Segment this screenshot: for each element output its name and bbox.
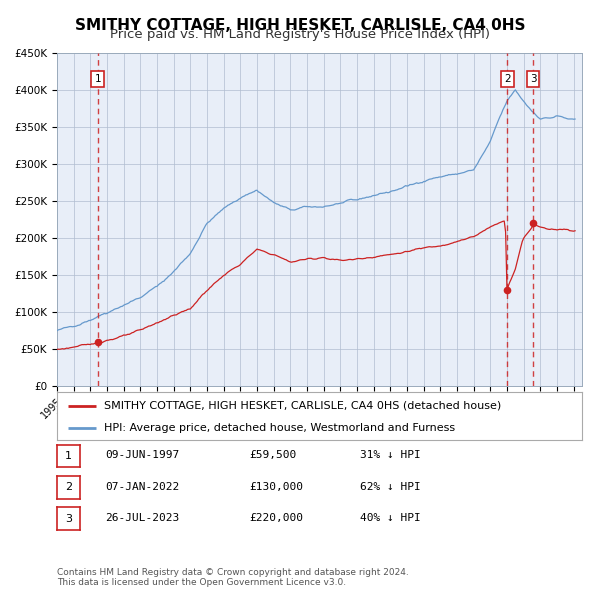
Text: SMITHY COTTAGE, HIGH HESKET, CARLISLE, CA4 0HS: SMITHY COTTAGE, HIGH HESKET, CARLISLE, C… (75, 18, 525, 32)
Text: 1: 1 (65, 451, 72, 461)
Text: 09-JUN-1997: 09-JUN-1997 (105, 451, 179, 460)
Text: 2: 2 (65, 483, 72, 492)
Text: 62% ↓ HPI: 62% ↓ HPI (360, 482, 421, 491)
Text: 2: 2 (504, 74, 511, 84)
Text: Price paid vs. HM Land Registry's House Price Index (HPI): Price paid vs. HM Land Registry's House … (110, 28, 490, 41)
Text: 07-JAN-2022: 07-JAN-2022 (105, 482, 179, 491)
Text: 3: 3 (530, 74, 536, 84)
Text: 26-JUL-2023: 26-JUL-2023 (105, 513, 179, 523)
Text: £220,000: £220,000 (249, 513, 303, 523)
Text: £130,000: £130,000 (249, 482, 303, 491)
Text: 3: 3 (65, 514, 72, 523)
Text: 40% ↓ HPI: 40% ↓ HPI (360, 513, 421, 523)
Text: 1: 1 (94, 74, 101, 84)
Text: Contains HM Land Registry data © Crown copyright and database right 2024.
This d: Contains HM Land Registry data © Crown c… (57, 568, 409, 587)
Text: SMITHY COTTAGE, HIGH HESKET, CARLISLE, CA4 0HS (detached house): SMITHY COTTAGE, HIGH HESKET, CARLISLE, C… (104, 401, 502, 411)
Text: £59,500: £59,500 (249, 451, 296, 460)
Text: HPI: Average price, detached house, Westmorland and Furness: HPI: Average price, detached house, West… (104, 423, 455, 432)
Text: 31% ↓ HPI: 31% ↓ HPI (360, 451, 421, 460)
